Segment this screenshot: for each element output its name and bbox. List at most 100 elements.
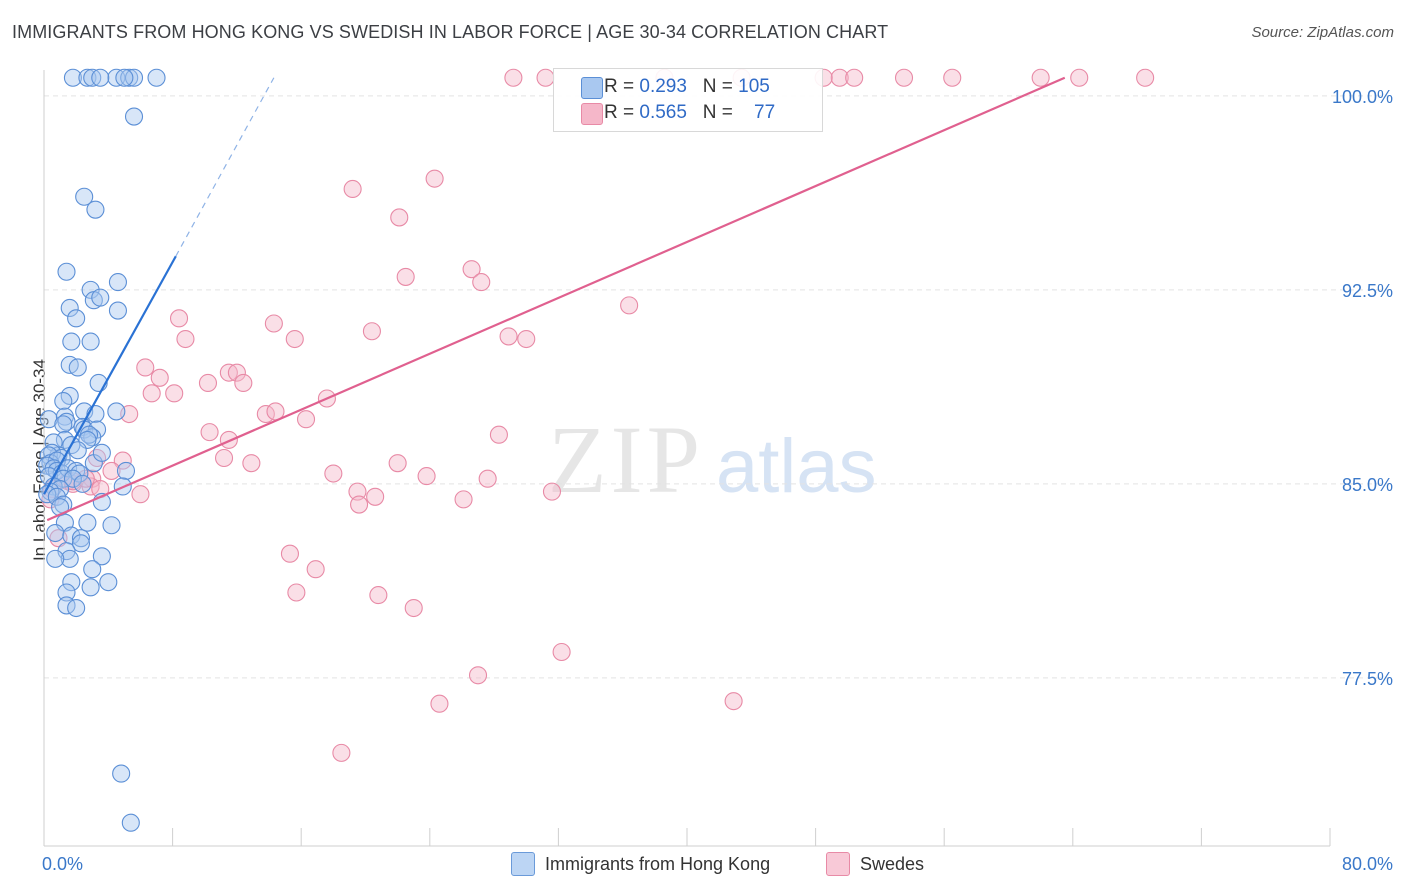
hong-kong-point	[86, 200, 105, 219]
trend-lines	[43, 76, 1066, 522]
hong-kong-point	[57, 262, 76, 281]
x-tick-label: 0.0%	[42, 854, 83, 874]
swedes-point	[280, 544, 299, 563]
hong-kong-point	[67, 598, 86, 618]
bottom-legend-swatch-blue	[511, 852, 535, 876]
hong-kong-trend-line	[43, 255, 177, 495]
swedes-point	[214, 448, 234, 468]
swedes-point	[369, 586, 388, 605]
hong-kong-point	[112, 764, 131, 783]
hong-kong-point	[147, 68, 166, 87]
swedes-point	[242, 454, 261, 473]
hong-kong-point	[78, 513, 97, 532]
swedes-point	[472, 273, 491, 292]
hong-kong-point	[92, 547, 111, 566]
legend-n-value: 105	[738, 76, 770, 97]
swedes-point	[462, 260, 481, 279]
swedes-point	[417, 467, 436, 486]
legend-r-label: R =	[604, 76, 635, 97]
legend-swatch-pink	[581, 103, 603, 125]
hong-kong-point	[92, 443, 111, 462]
swedes-point	[169, 309, 189, 328]
swedes-point	[142, 384, 161, 403]
legend-r-label: R =	[604, 102, 635, 123]
swedes-point	[332, 743, 351, 762]
hong-kong-points	[38, 68, 166, 832]
swedes-point	[285, 329, 304, 349]
y-tick-label: 85.0%	[1342, 475, 1393, 495]
swedes-point	[234, 373, 253, 393]
swedes-point	[894, 68, 914, 87]
hong-kong-point	[124, 107, 144, 126]
swedes-point	[219, 430, 238, 449]
swedes-point	[542, 482, 562, 501]
swedes-point	[131, 485, 150, 504]
bottom-legend-hong-kong: Immigrants from Hong Kong	[511, 852, 770, 876]
swedes-point	[102, 461, 121, 480]
swedes-trend-line	[46, 76, 1066, 522]
hong-kong-point	[57, 412, 76, 431]
swedes-point	[1070, 68, 1089, 87]
hong-kong-point	[46, 523, 65, 543]
swedes-point	[350, 495, 369, 514]
swedes-point	[165, 384, 184, 403]
swedes-point	[113, 451, 132, 470]
hong-kong-point	[83, 428, 102, 447]
swedes-point	[87, 448, 107, 468]
hong-kong-point	[81, 578, 100, 597]
y-tick-label: 100.0%	[1332, 87, 1393, 107]
x-tick-label: 80.0%	[1342, 854, 1393, 874]
legend-n-label: N =	[702, 76, 733, 97]
bottom-legend-swedes: Swedes	[826, 852, 924, 876]
swedes-point	[430, 694, 449, 713]
hong-kong-point	[121, 813, 140, 832]
hong-kong-point	[57, 583, 76, 602]
hong-kong-point	[81, 280, 100, 299]
tick-labels: 77.5% 85.0% 92.5% 100.0% 0.0% 80.0%	[42, 87, 1393, 874]
watermark-atlas: atlas	[716, 424, 877, 509]
swedes-point	[1031, 68, 1050, 87]
stats-legend: R = 0.293 N = 105 R = 0.565 N = 77	[553, 68, 823, 132]
hong-kong-point	[107, 402, 126, 421]
swedes-point	[845, 68, 864, 87]
hong-kong-point	[115, 68, 134, 87]
swedes-point	[362, 322, 381, 341]
hong-kong-point	[63, 469, 82, 488]
swedes-point	[366, 487, 385, 506]
bottom-legend-swatch-pink	[826, 852, 850, 876]
legend-n-label: N =	[702, 102, 733, 123]
swedes-point	[198, 373, 218, 393]
hong-kong-point	[108, 301, 127, 320]
hong-kong-point	[81, 332, 100, 351]
hong-kong-point	[46, 549, 65, 568]
swedes-point	[296, 410, 316, 429]
swedes-point	[517, 329, 536, 349]
hong-kong-point	[102, 516, 121, 535]
watermark: ZIP atlas	[548, 406, 877, 513]
swedes-point	[264, 314, 283, 333]
swedes-point	[830, 68, 849, 87]
swedes-point	[324, 464, 343, 483]
swedes-point	[536, 68, 555, 87]
swedes-point	[425, 169, 444, 188]
swedes-point	[724, 692, 743, 711]
hong-kong-point	[62, 332, 81, 351]
watermark-zip: ZIP	[548, 406, 704, 513]
swedes-point	[200, 423, 219, 442]
legend-n-value: 77	[754, 102, 776, 123]
hong-kong-point	[91, 68, 110, 87]
hong-kong-point	[120, 68, 139, 87]
swedes-point	[390, 208, 409, 227]
swedes-point	[348, 482, 367, 501]
hong-kong-point	[78, 68, 97, 87]
hong-kong-point	[71, 529, 91, 548]
chart-title: IMMIGRANTS FROM HONG KONG VS SWEDISH IN …	[12, 22, 889, 42]
legend-row-swedes: R = 0.565 N = 77	[581, 101, 776, 125]
swedes-point	[227, 363, 246, 382]
hong-kong-point	[54, 469, 73, 488]
swedes-point	[454, 490, 473, 509]
y-tick-label: 92.5%	[1342, 281, 1393, 301]
swedes-point	[306, 560, 325, 579]
swedes-point	[136, 358, 155, 377]
swedes-point	[150, 368, 169, 387]
